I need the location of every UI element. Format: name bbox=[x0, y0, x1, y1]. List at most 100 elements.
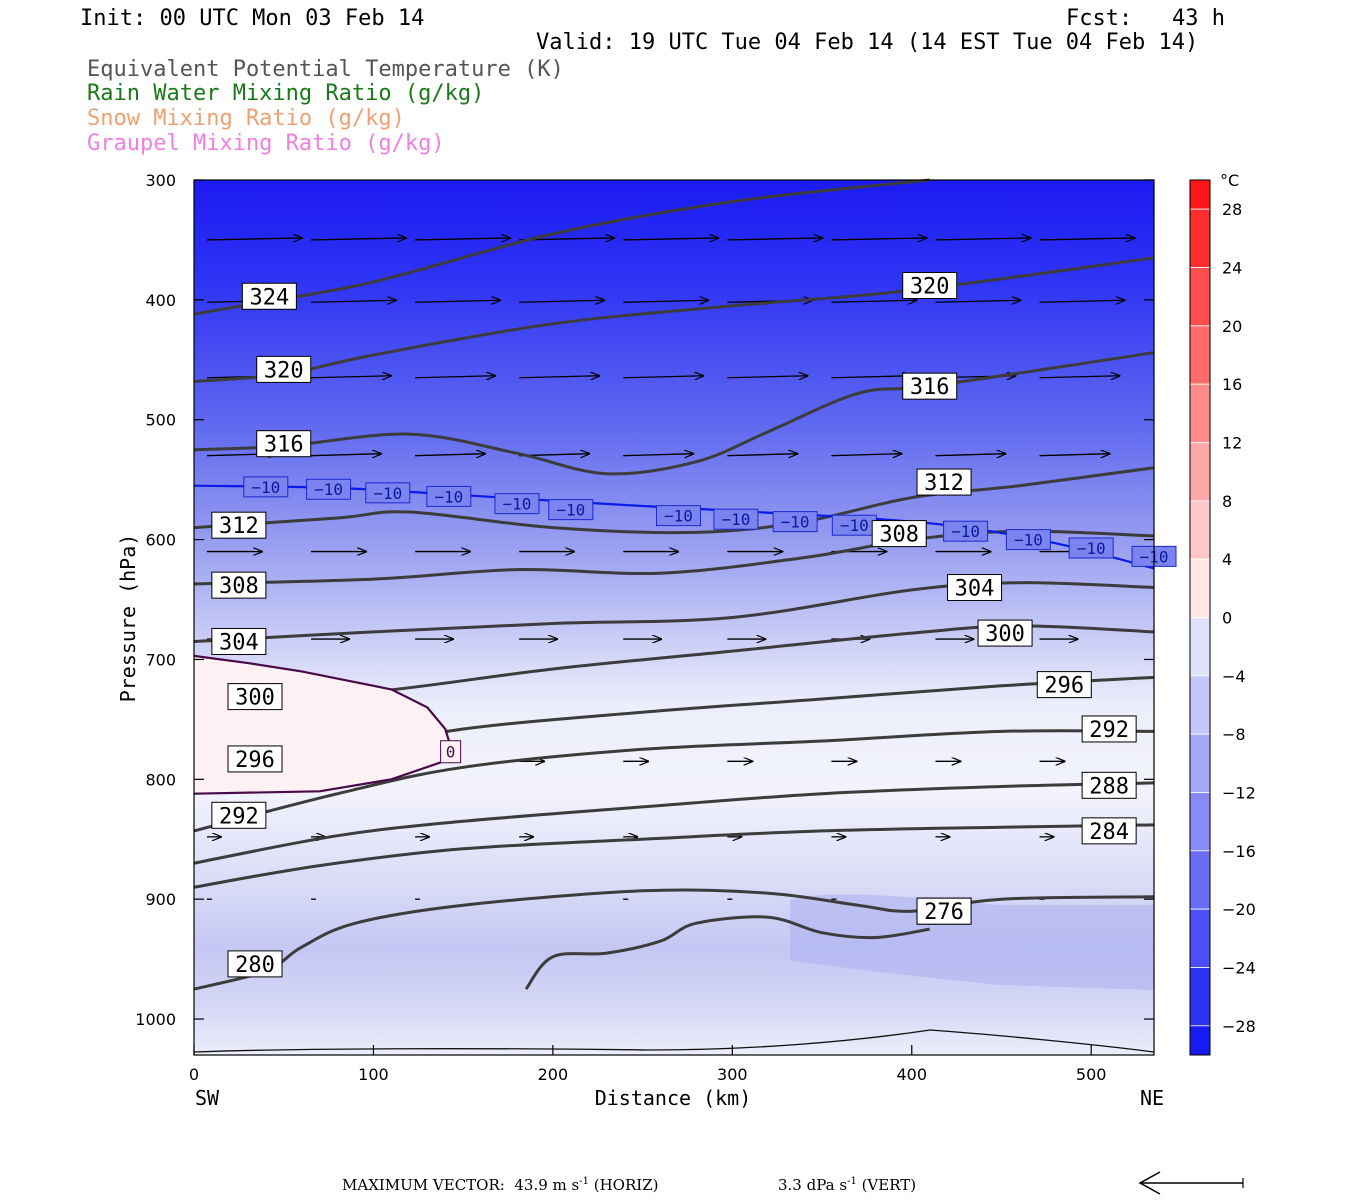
surface-trace bbox=[193, 1029, 1155, 1053]
x-axis-ticks: 0 100 200 300 400 500 bbox=[189, 1045, 1106, 1084]
theta-e-label-box bbox=[871, 520, 927, 548]
isotherm-minus10-label: −10 bbox=[434, 487, 463, 506]
wind-vector bbox=[415, 376, 495, 378]
wind-vector bbox=[1039, 238, 1135, 240]
y-tick-label: 1000 bbox=[135, 1010, 176, 1029]
x-tick-label: 400 bbox=[896, 1065, 927, 1084]
wind-vector bbox=[206, 238, 302, 240]
colorbar-label: −24 bbox=[1222, 959, 1256, 978]
colorbar-band bbox=[1189, 442, 1211, 502]
reference-vector-arrow bbox=[1138, 1171, 1243, 1195]
colorbar-band bbox=[1189, 267, 1211, 327]
isotherm-label-box bbox=[713, 508, 759, 530]
x-tick-label: 0 bbox=[189, 1065, 199, 1084]
y-tick-label: 300 bbox=[145, 171, 176, 190]
x-axis-left-end: SW bbox=[195, 1086, 220, 1110]
y-tick-label: 600 bbox=[145, 531, 176, 550]
isotherm-label-box bbox=[365, 482, 411, 504]
theta-e-label-300: 300 bbox=[235, 686, 275, 711]
wind-vector bbox=[623, 238, 718, 240]
wind-vector bbox=[1039, 454, 1110, 456]
isotherm-minus10: −10 −10 −10 −10 −10 −10 −10 −10 −10 −10 −10 −10 −10−… bbox=[193, 476, 1177, 570]
colorbar-label: 12 bbox=[1222, 434, 1242, 453]
isotherm-label-box bbox=[772, 511, 818, 533]
colorbar-band bbox=[1189, 850, 1211, 910]
wind-vector bbox=[311, 454, 381, 456]
legend-graupel: Graupel Mixing Ratio (g/kg) bbox=[87, 131, 445, 156]
theta-e-label-300: 300 bbox=[985, 622, 1025, 647]
isotherm-minus10-label: −10 bbox=[951, 522, 980, 541]
isotherm-zero-label: 0 bbox=[446, 743, 456, 762]
wind-vector bbox=[831, 238, 926, 240]
y-axis-ticks: 300 400 500 600 700 800 900 1000 bbox=[135, 171, 1154, 1029]
colorbar-label: 16 bbox=[1222, 375, 1242, 394]
isotherm-minus10-label: −10 bbox=[781, 513, 810, 532]
x-axis-label: Distance (km) bbox=[595, 1086, 752, 1110]
theta-e-label-316: 316 bbox=[910, 375, 950, 400]
isotherm-label-box bbox=[548, 499, 594, 521]
theta-e-line-316 bbox=[193, 351, 1155, 476]
theta-e-label-box bbox=[211, 571, 267, 599]
x-tick-label: 300 bbox=[717, 1065, 748, 1084]
cold-pocket-shading bbox=[790, 894, 1154, 990]
theta-e-label-box bbox=[211, 511, 267, 539]
wind-vector bbox=[311, 300, 396, 302]
theta-e-line-304 bbox=[193, 581, 1155, 643]
isotherm-minus10-label: −10 bbox=[721, 510, 750, 529]
theta-e-label-288: 288 bbox=[1089, 774, 1129, 799]
isotherm-label-box bbox=[1068, 537, 1114, 559]
colorbar-band bbox=[1189, 908, 1211, 968]
wind-vector bbox=[415, 300, 500, 302]
colorbar-band bbox=[1189, 792, 1211, 852]
wind-vector bbox=[935, 300, 1020, 302]
isotherm-minus10-label: −10 bbox=[251, 478, 280, 497]
theta-e-label-304: 304 bbox=[219, 630, 259, 655]
legend-snow: Snow Mixing Ratio (g/kg) bbox=[87, 106, 405, 131]
isotherm-minus10-label: −10 bbox=[373, 484, 402, 503]
theta-e-line-284 bbox=[193, 823, 1155, 889]
colorbar-band bbox=[1189, 208, 1211, 268]
colorbar-label: −16 bbox=[1222, 842, 1256, 861]
theta-e-line-276 bbox=[524, 915, 930, 991]
colorbar-frame bbox=[1189, 179, 1211, 1056]
x-axis-right-end: NE bbox=[1140, 1086, 1164, 1110]
isotherm-minus10-label: −10 bbox=[1077, 539, 1106, 558]
isotherm-label-box bbox=[306, 478, 352, 500]
colorbar-band bbox=[1189, 325, 1211, 385]
wind-vector bbox=[311, 376, 391, 378]
colorbar-unit: °C bbox=[1220, 171, 1239, 190]
isotherm-minus10-label: −10 bbox=[556, 501, 585, 520]
colorbar-label: −12 bbox=[1222, 784, 1256, 803]
wind-vector bbox=[727, 454, 797, 456]
colorbar-band bbox=[1189, 1025, 1211, 1056]
forecast-hour: Fcst: 43 h bbox=[1066, 6, 1225, 31]
theta-e-label-308: 308 bbox=[219, 574, 259, 599]
theta-e-label-box bbox=[211, 801, 267, 829]
colorbar-band bbox=[1189, 675, 1211, 735]
theta-e-label-324: 324 bbox=[249, 285, 289, 310]
theta-e-label-box bbox=[1081, 715, 1137, 743]
theta-e-label-box bbox=[1036, 671, 1092, 699]
wind-vector bbox=[623, 376, 703, 378]
theta-e-label-box bbox=[916, 897, 972, 925]
wind-vector bbox=[311, 238, 406, 240]
y-tick-label: 800 bbox=[145, 770, 176, 789]
theta-e-label-box bbox=[947, 574, 1003, 602]
theta-e-label-box bbox=[902, 271, 958, 299]
wind-vector bbox=[1039, 376, 1120, 378]
wind-vector bbox=[623, 454, 693, 456]
temperature-colorbar: 28 24 20 16 12 8 4 0 −4 −8 −12 −16 −20 −24 −28 bbox=[1189, 179, 1256, 1056]
theta-e-label-292: 292 bbox=[219, 804, 259, 829]
isotherm-label-box bbox=[494, 493, 540, 515]
colorbar-label: 20 bbox=[1222, 317, 1242, 336]
wind-vector bbox=[415, 238, 510, 240]
isotherm-minus10-label: −10 bbox=[1014, 531, 1043, 550]
isotherm-minus10-label: −10 bbox=[664, 507, 693, 526]
wind-vector bbox=[935, 454, 1005, 456]
theta-e-label-box bbox=[227, 950, 283, 978]
isotherm-label-box bbox=[426, 485, 472, 507]
theta-e-line-308 bbox=[193, 529, 1155, 586]
theta-e-label-276: 276 bbox=[924, 900, 964, 925]
wind-vector bbox=[623, 300, 708, 302]
theta-e-label-box bbox=[1081, 817, 1137, 845]
